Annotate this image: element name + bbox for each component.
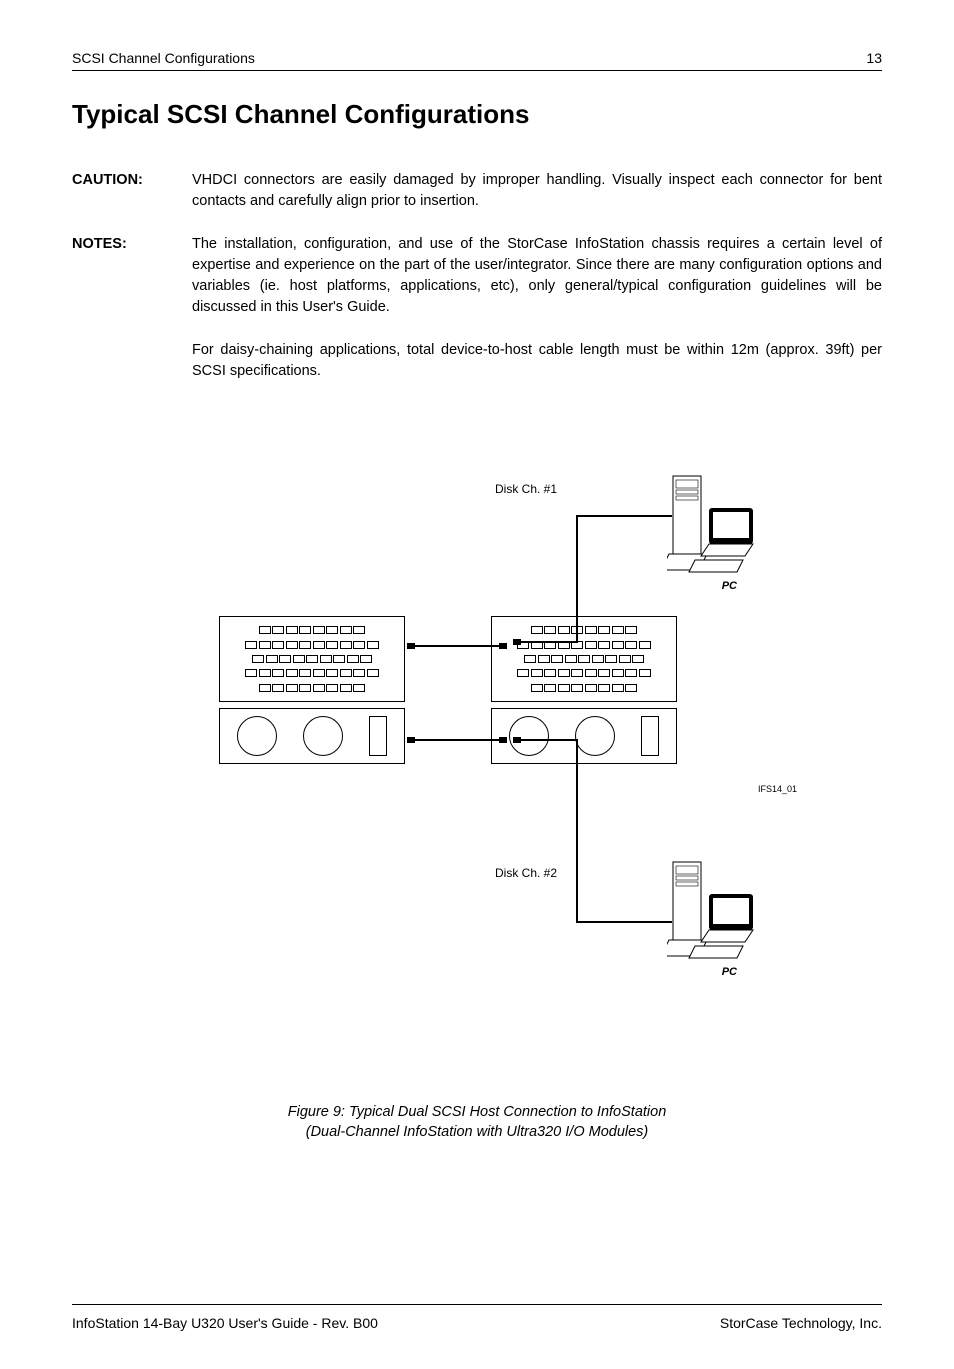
page-title: Typical SCSI Channel Configurations bbox=[72, 99, 882, 130]
chassis-right bbox=[491, 616, 677, 764]
footer-right: StorCase Technology, Inc. bbox=[720, 1315, 882, 1331]
pc-bottom-label: PC bbox=[722, 966, 737, 978]
header-left: SCSI Channel Configurations bbox=[72, 50, 255, 66]
scsi-diagram: PC Disk Ch. #1 bbox=[157, 472, 797, 1032]
footer-divider bbox=[72, 1304, 882, 1305]
diagram-id: IFS14_01 bbox=[758, 784, 797, 794]
caution-label: CAUTION: bbox=[72, 170, 192, 212]
chassis-left bbox=[219, 616, 405, 764]
notes-extra: For daisy-chaining applications, total d… bbox=[192, 340, 882, 382]
notes-body: The installation, configuration, and use… bbox=[192, 234, 882, 318]
notes-label: NOTES: bbox=[72, 234, 192, 318]
caution-body: VHDCI connectors are easily damaged by i… bbox=[192, 170, 882, 212]
disk-ch2-label: Disk Ch. #2 bbox=[495, 866, 557, 880]
figure-caption-line2: (Dual-Channel InfoStation with Ultra320 … bbox=[72, 1122, 882, 1142]
figure-caption: Figure 9: Typical Dual SCSI Host Connect… bbox=[72, 1102, 882, 1143]
header-divider bbox=[72, 70, 882, 71]
pc-bottom bbox=[667, 858, 757, 963]
figure-caption-line1: Figure 9: Typical Dual SCSI Host Connect… bbox=[72, 1102, 882, 1122]
footer-left: InfoStation 14-Bay U320 User's Guide - R… bbox=[72, 1315, 378, 1331]
page-number: 13 bbox=[866, 50, 882, 66]
